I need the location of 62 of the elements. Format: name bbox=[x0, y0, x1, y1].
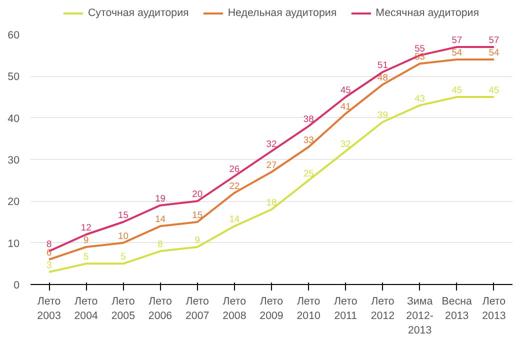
x-tick-label: Лето 2013 bbox=[482, 296, 506, 322]
data-label: 8 bbox=[158, 239, 163, 250]
x-tick-label: Лето 2003 bbox=[37, 296, 61, 322]
data-label: 9 bbox=[84, 235, 89, 245]
data-label: 5 bbox=[120, 252, 126, 262]
x-tick-label: Лето 2009 bbox=[260, 296, 284, 322]
y-tick-label: 40 bbox=[8, 112, 20, 125]
y-tick-label: 0 bbox=[14, 280, 20, 292]
data-label: 48 bbox=[378, 72, 388, 82]
data-label: 55 bbox=[414, 43, 426, 54]
data-label: 45 bbox=[488, 85, 500, 95]
data-label: 18 bbox=[266, 198, 277, 208]
data-label: 32 bbox=[266, 139, 277, 150]
data-label: 27 bbox=[266, 160, 277, 170]
legend-label: Месячная аудитория bbox=[376, 7, 480, 19]
data-label: 26 bbox=[229, 164, 240, 174]
x-tick-label: Лето 2008 bbox=[222, 296, 246, 322]
x-tick-label: Зима 2012- 2013 bbox=[406, 296, 434, 336]
data-label: 57 bbox=[452, 35, 462, 45]
data-label: 14 bbox=[229, 214, 240, 224]
data-label: 6 bbox=[46, 248, 52, 258]
data-label: 43 bbox=[414, 93, 426, 104]
x-tick-label: Лето 2006 bbox=[148, 296, 172, 322]
data-label: 32 bbox=[340, 139, 351, 150]
x-tick-label: Лето 2010 bbox=[296, 296, 321, 322]
data-label: 38 bbox=[303, 114, 314, 124]
y-tick-label: 20 bbox=[8, 196, 20, 208]
data-label: 14 bbox=[155, 214, 166, 224]
x-tick-label: Лето 2005 bbox=[111, 296, 136, 322]
data-label: 41 bbox=[340, 102, 351, 112]
data-label: 51 bbox=[378, 60, 388, 70]
data-label: 15 bbox=[118, 210, 128, 220]
data-label: 12 bbox=[80, 222, 92, 232]
x-tick-label: Весна 2013 bbox=[442, 296, 472, 322]
data-label: 19 bbox=[155, 193, 166, 204]
data-label: 22 bbox=[229, 180, 240, 191]
line-series bbox=[48, 96, 495, 273]
data-label: 39 bbox=[378, 110, 388, 120]
data-label: 8 bbox=[46, 239, 52, 250]
data-label: 3 bbox=[46, 260, 52, 270]
data-label: 5 bbox=[84, 252, 89, 262]
x-tick-label: Лето 2011 bbox=[334, 296, 358, 322]
data-label: 20 bbox=[192, 189, 203, 200]
data-label: 33 bbox=[303, 135, 314, 145]
data-label: 54 bbox=[452, 48, 462, 58]
y-tick-label: 30 bbox=[8, 154, 20, 166]
y-tick-label: 50 bbox=[8, 71, 20, 84]
data-label: 15 bbox=[192, 210, 203, 220]
legend-label: Недельная аудитория bbox=[228, 7, 337, 19]
legend-label: Суточная аудитория bbox=[88, 7, 189, 19]
data-label: 10 bbox=[118, 230, 128, 241]
data-label: 9 bbox=[194, 235, 200, 245]
y-tick-label: 10 bbox=[8, 238, 20, 250]
data-label: 54 bbox=[488, 48, 500, 58]
data-label: 57 bbox=[488, 35, 500, 45]
x-tick-label: Лето 2012 bbox=[370, 296, 395, 322]
data-label: 45 bbox=[340, 85, 351, 95]
x-tick-label: Лето 2007 bbox=[185, 296, 210, 322]
y-tick-label: 60 bbox=[8, 30, 20, 42]
x-tick-label: Лето 2004 bbox=[74, 296, 98, 322]
data-label: 25 bbox=[303, 168, 314, 178]
data-label: 45 bbox=[452, 85, 462, 95]
